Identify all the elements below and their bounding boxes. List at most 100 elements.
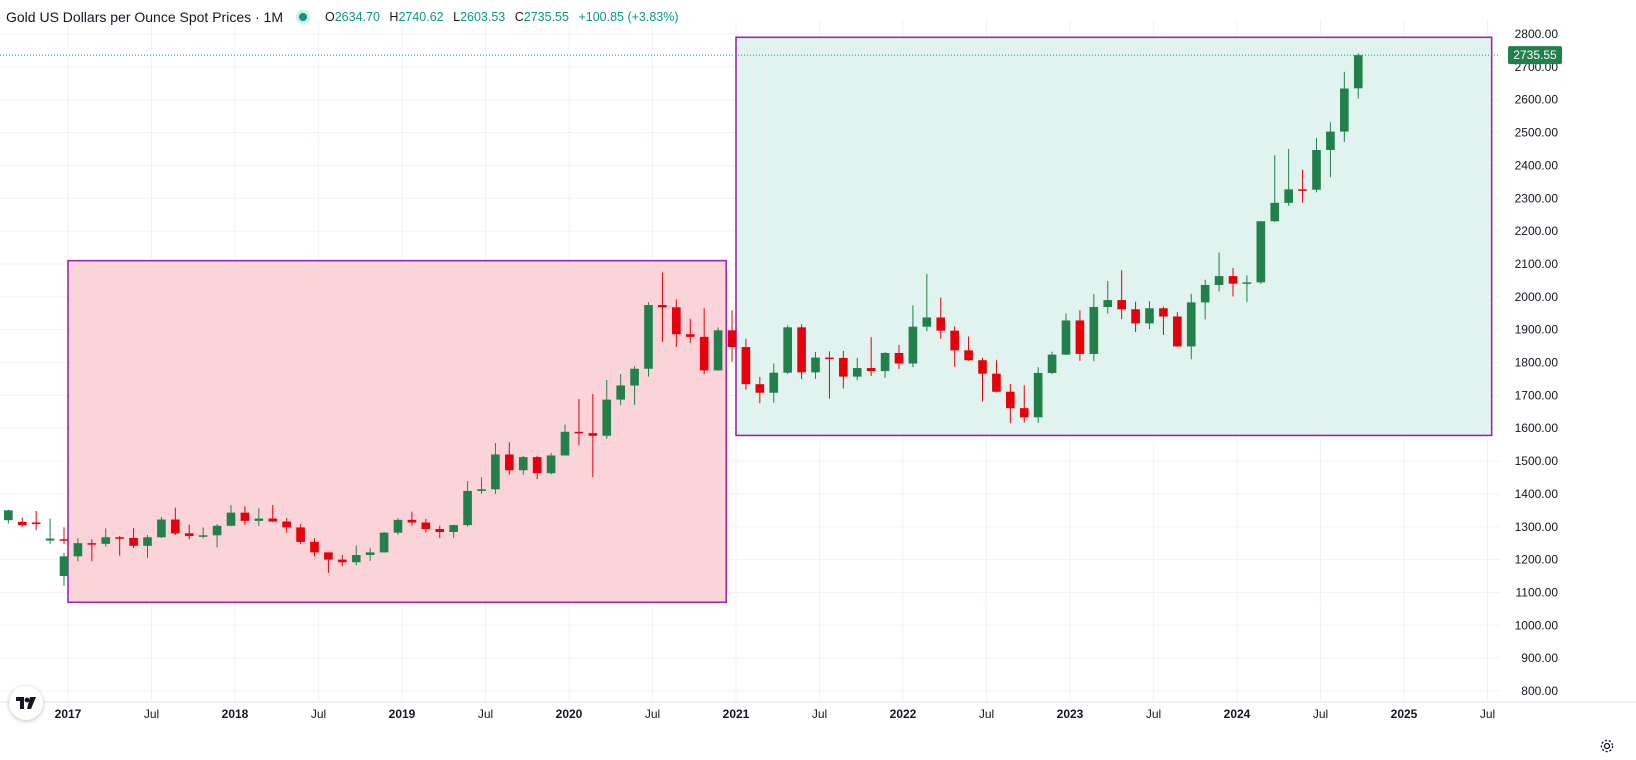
- x-tick-label: Jul: [645, 707, 660, 721]
- last-price-badge: [1508, 46, 1562, 65]
- rectangle-drawing-2[interactable]: [735, 36, 1493, 437]
- candle-body: [73, 543, 83, 557]
- candle-body: [783, 327, 792, 373]
- candle-body: [45, 538, 55, 541]
- candle-body: [157, 519, 166, 538]
- candle-body: [4, 510, 13, 521]
- candle-body: [1047, 354, 1057, 374]
- candle-body: [672, 307, 681, 335]
- candle-body: [616, 385, 625, 400]
- candle-body: [1186, 302, 1196, 347]
- candle-body: [825, 357, 834, 360]
- candle-body: [839, 357, 848, 377]
- candle-body: [1270, 202, 1280, 222]
- candle-body: [324, 552, 333, 560]
- candle-body: [1061, 320, 1071, 355]
- x-tick-label: Jul: [1480, 707, 1495, 721]
- candle-body: [1284, 189, 1293, 203]
- candle-body: [421, 522, 431, 530]
- candle-body: [1089, 306, 1099, 354]
- candle-body: [811, 357, 820, 373]
- candle-body: [1228, 276, 1238, 284]
- candle-body: [1340, 88, 1349, 132]
- candle-body: [936, 317, 946, 331]
- candle-body: [477, 489, 486, 491]
- candle-body: [560, 431, 570, 456]
- candle-body: [866, 368, 876, 372]
- candle-body: [894, 352, 904, 364]
- candle-body: [950, 330, 959, 351]
- x-tick-label: Jul: [1146, 707, 1161, 721]
- candle-body: [1019, 408, 1029, 418]
- candle-body: [713, 330, 723, 371]
- y-tick-label: 2100.00: [1515, 257, 1559, 271]
- candle-body: [101, 537, 111, 544]
- x-tick-label: Jul: [478, 707, 493, 721]
- x-tick-label: 2021: [723, 707, 750, 721]
- x-tick-label: 2019: [389, 707, 416, 721]
- candle-body: [115, 537, 124, 539]
- y-tick-label: 1700.00: [1515, 388, 1559, 402]
- high-value: 2740.62: [398, 10, 444, 24]
- candle-body: [978, 360, 987, 374]
- x-tick-label: Jul: [812, 707, 827, 721]
- candle-body: [407, 519, 417, 523]
- y-tick-label: 1400.00: [1515, 487, 1559, 501]
- candle-body: [658, 305, 667, 308]
- rectangle-drawing-1[interactable]: [67, 259, 728, 604]
- candle-body: [491, 454, 500, 490]
- candle-body: [31, 522, 41, 525]
- time-axis[interactable]: 2017 Jul 2018 Jul 2019 Jul 2020 Jul 2021 Jul 2022 J…: [0, 701, 1636, 721]
- x-tick-label: 2024: [1224, 707, 1251, 721]
- y-tick-label: 2400.00: [1515, 158, 1559, 172]
- y-tick-label: 1200.00: [1515, 553, 1559, 567]
- candle-body: [198, 535, 208, 537]
- candle-body: [1326, 131, 1335, 150]
- candle-body: [1075, 320, 1085, 354]
- y-tick-label: 2200.00: [1515, 224, 1559, 238]
- candle-body: [992, 373, 1001, 392]
- y-tick-label: 2300.00: [1515, 191, 1559, 205]
- candle-body: [282, 521, 291, 528]
- candle-body: [351, 555, 361, 563]
- x-tick-label: Jul: [311, 707, 326, 721]
- candle-body: [574, 431, 584, 434]
- open-label: O: [325, 10, 335, 24]
- y-tick-label: 900.00: [1521, 651, 1558, 665]
- candle-body: [644, 305, 653, 369]
- y-tick-label: 2500.00: [1515, 126, 1559, 140]
- x-tick-label: 2023: [1057, 707, 1084, 721]
- candle-body: [171, 519, 180, 534]
- candle-body: [964, 350, 973, 361]
- candle-body: [532, 457, 542, 474]
- candle-body: [1159, 308, 1168, 317]
- x-tick-label: 2025: [1391, 707, 1418, 721]
- tradingview-logo-icon[interactable]: [9, 686, 43, 720]
- open-value: 2634.70: [334, 10, 380, 24]
- y-tick-label: 800.00: [1521, 684, 1558, 698]
- gear-icon[interactable]: [1596, 735, 1618, 757]
- candle-body: [143, 537, 152, 546]
- symbol-title[interactable]: Gold US Dollars per Ounce Spot Prices · …: [6, 9, 283, 25]
- y-tick-label: 1300.00: [1515, 520, 1559, 534]
- high-label: H: [389, 10, 399, 24]
- y-tick-label: 1800.00: [1515, 356, 1559, 370]
- candle-body: [1145, 308, 1154, 324]
- candle-body: [1006, 391, 1015, 409]
- candle-body: [184, 533, 194, 536]
- x-tick-label: Jul: [1313, 707, 1328, 721]
- candle-body: [1200, 284, 1210, 303]
- candle-body: [226, 512, 236, 526]
- x-tick-label: 2018: [222, 707, 249, 721]
- candle-body: [254, 518, 264, 521]
- candle-body: [59, 539, 69, 541]
- candle-body: [17, 521, 27, 526]
- candle-body: [129, 537, 138, 546]
- rectangle-drawings[interactable]: [67, 36, 1493, 604]
- candlestick-series: [4, 53, 1363, 586]
- market-status-dot-icon: [299, 13, 307, 21]
- price-axis[interactable]: 800.00 900.00 1000.00 1100.00 1200.00 1300.00…: [1500, 0, 1636, 760]
- x-tick-label: 2017: [55, 707, 82, 721]
- ohlc-readout: O2634.70 H2740.62 L2603.53 C2735.55 +100…: [325, 10, 679, 24]
